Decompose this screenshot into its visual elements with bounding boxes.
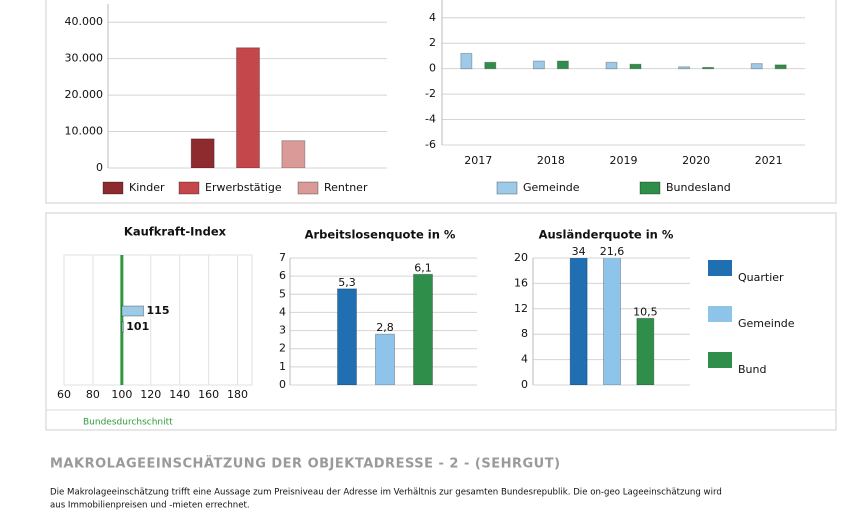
- x-tick-label: 60: [57, 388, 71, 401]
- chart-title: Ausländerquote in %: [539, 228, 674, 242]
- legend-label: Kinder: [129, 181, 165, 194]
- legend-swatch: [102, 181, 124, 195]
- y-tick-label: 30.000: [65, 52, 104, 65]
- bar: [532, 60, 545, 70]
- y-tick-label: -2: [425, 87, 436, 100]
- data-label: 10,5: [633, 305, 658, 318]
- y-tick-label: -6: [425, 138, 436, 151]
- bar: [605, 61, 618, 70]
- panel: [45, 212, 837, 431]
- legend-swatch: [178, 181, 200, 195]
- x-tick-label: 2021: [755, 154, 783, 167]
- chart-title: Kaufkraft-Index: [124, 225, 227, 239]
- y-tick-label: 40.000: [65, 15, 104, 28]
- y-tick-label: 0: [521, 378, 528, 391]
- y-tick-label: 6: [279, 269, 286, 282]
- bar: [236, 47, 260, 168]
- bar: [375, 333, 395, 385]
- y-tick-label: 1: [279, 360, 286, 373]
- bar: [774, 64, 787, 70]
- bar: [678, 66, 691, 70]
- y-tick-label: 4: [279, 305, 286, 318]
- plot-frame: [63, 254, 253, 386]
- legend-swatch: [496, 181, 518, 195]
- legend-label: Bund: [738, 363, 766, 376]
- heading: MAKROLAGEEINSCHÄTZUNG DER OBJEKTADRESSE …: [50, 456, 561, 472]
- x-tick-label: 2018: [537, 154, 565, 167]
- bar: [121, 305, 145, 317]
- chart-title: Arbeitslosenquote in %: [305, 228, 456, 242]
- bar: [337, 288, 357, 385]
- bar: [569, 258, 588, 385]
- data-label: 34: [572, 245, 586, 258]
- data-label: 6,1: [414, 261, 432, 274]
- legend-swatch: [708, 352, 732, 368]
- y-tick-label: 16: [514, 276, 528, 289]
- x-tick-label: 100: [111, 388, 132, 401]
- paragraph-line: aus Immobilienpreisen und -mieten errech…: [50, 501, 250, 511]
- bar: [413, 273, 433, 385]
- legend-label: Bundesland: [666, 181, 731, 194]
- x-tick-label: 80: [86, 388, 100, 401]
- y-tick-label: 2: [429, 36, 436, 49]
- y-tick-label: 20.000: [65, 88, 104, 101]
- y-tick-label: 5: [279, 287, 286, 300]
- y-tick-label: 3: [279, 324, 286, 337]
- y-tick-label: 12: [514, 302, 528, 315]
- y-tick-label: 4: [521, 353, 528, 366]
- x-tick-label: 160: [198, 388, 219, 401]
- bar: [629, 63, 642, 70]
- legend-swatch: [297, 181, 319, 195]
- y-tick-label: 4: [429, 11, 436, 24]
- x-tick-label: 2017: [464, 154, 492, 167]
- data-label: 5,3: [338, 276, 356, 289]
- bar: [460, 52, 473, 70]
- bar: [484, 61, 497, 70]
- bar: [603, 258, 621, 385]
- y-tick-label: 10.000: [65, 125, 104, 138]
- x-tick-label: 2019: [610, 154, 638, 167]
- y-tick-label: 7: [279, 251, 286, 264]
- paragraph-line: Die Makrolageeinschätzung trifft eine Au…: [50, 488, 722, 498]
- y-tick-label: 0: [429, 62, 436, 75]
- data-label: 21,6: [600, 245, 625, 258]
- bar: [121, 321, 124, 333]
- y-tick-label: 20: [514, 251, 528, 264]
- x-tick-label: 180: [227, 388, 248, 401]
- x-tick-label: 2020: [682, 154, 710, 167]
- y-tick-label: 0: [279, 378, 286, 391]
- reference-label: Bundesdurchschnitt: [83, 418, 173, 428]
- y-tick-label: 8: [521, 327, 528, 340]
- legend-label: Quartier: [738, 271, 784, 284]
- bar: [190, 138, 215, 168]
- bar: [281, 140, 306, 168]
- bar: [750, 63, 763, 70]
- x-tick-label: 120: [140, 388, 161, 401]
- data-label: 2,8: [376, 321, 394, 334]
- legend-label: Gemeinde: [523, 181, 580, 194]
- legend-label: Rentner: [324, 181, 368, 194]
- y-tick-label: 0: [96, 161, 103, 174]
- legend-swatch: [708, 260, 732, 276]
- x-tick-label: 140: [169, 388, 190, 401]
- y-tick-label: -4: [425, 113, 436, 126]
- data-label: 101: [126, 320, 149, 333]
- bar: [702, 66, 715, 70]
- legend-label: Gemeinde: [738, 317, 795, 330]
- data-label: 115: [147, 304, 170, 317]
- y-tick-label: 2: [279, 342, 286, 355]
- legend-swatch: [639, 181, 661, 195]
- legend-label: Erwerbstätige: [205, 181, 282, 194]
- panel: [45, 0, 837, 204]
- bar: [556, 60, 569, 70]
- legend-swatch: [708, 306, 732, 322]
- bar: [636, 317, 655, 385]
